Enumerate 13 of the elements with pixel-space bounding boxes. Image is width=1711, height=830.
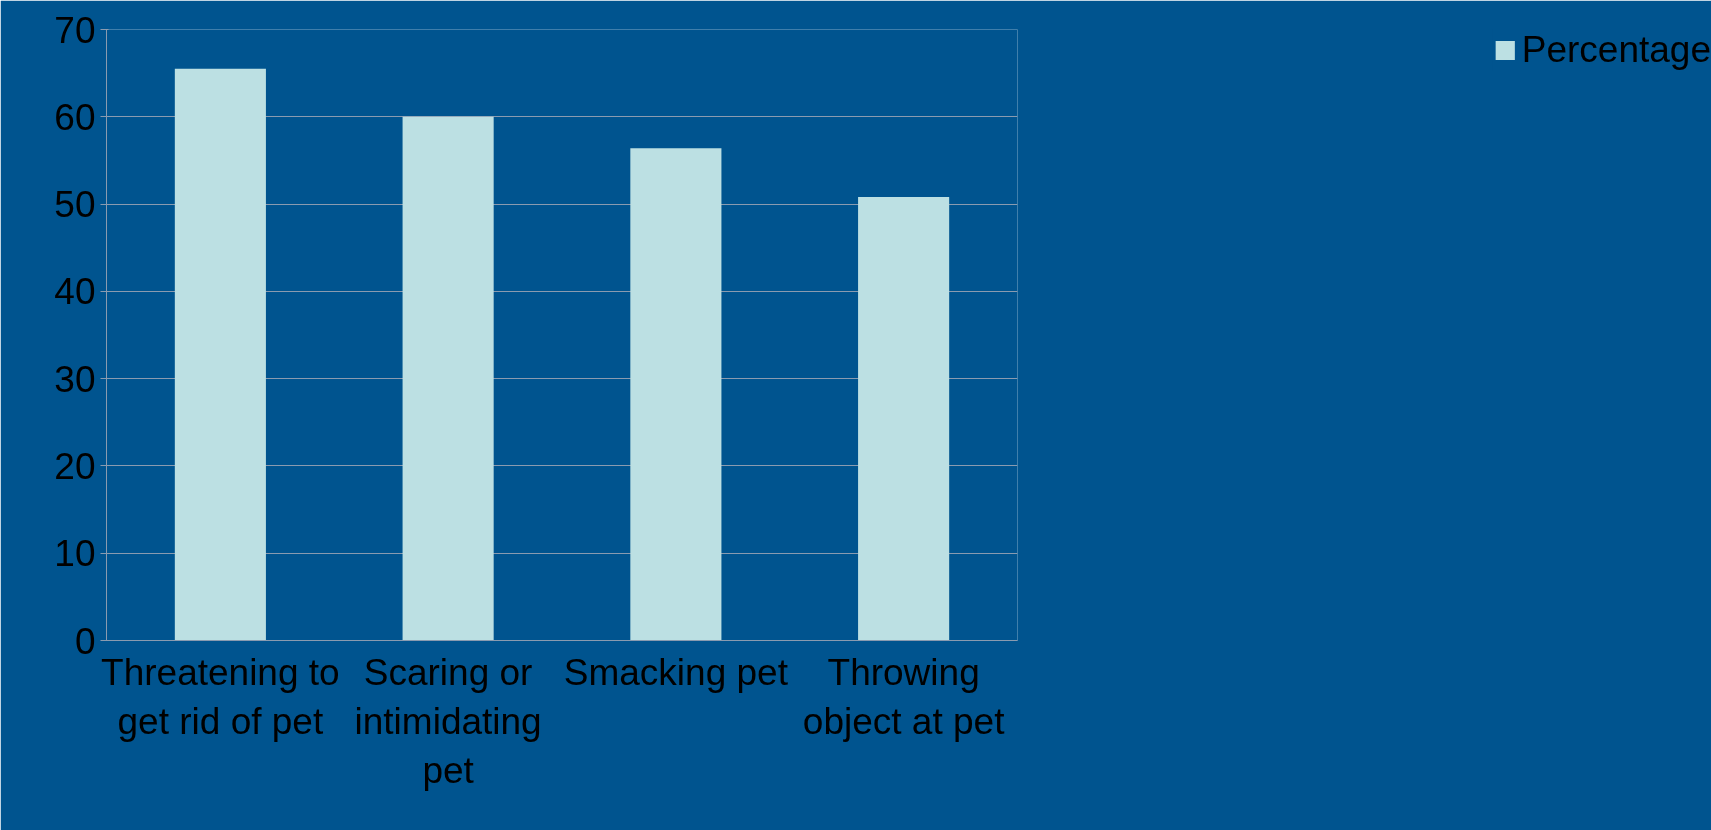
y-tick-label: 50 [54, 184, 96, 226]
y-tick-label: 60 [54, 96, 96, 138]
x-tick-label: Throwing object at pet [802, 651, 1006, 742]
y-tick-label: 10 [54, 533, 96, 575]
x-tick-label: Scaring or intimidating pet [354, 651, 542, 791]
y-tick-label: 20 [54, 445, 96, 487]
x-tick-label: Smacking pet [563, 651, 789, 693]
y-tick-label: 70 [54, 9, 96, 51]
x-tick-label: Threatening to get rid of pet [101, 651, 340, 742]
y-tick-label: 30 [54, 358, 96, 400]
legend-label: Percentage [1521, 29, 1711, 71]
y-tick-label: 40 [54, 271, 96, 313]
y-tick-label: 0 [74, 620, 96, 662]
